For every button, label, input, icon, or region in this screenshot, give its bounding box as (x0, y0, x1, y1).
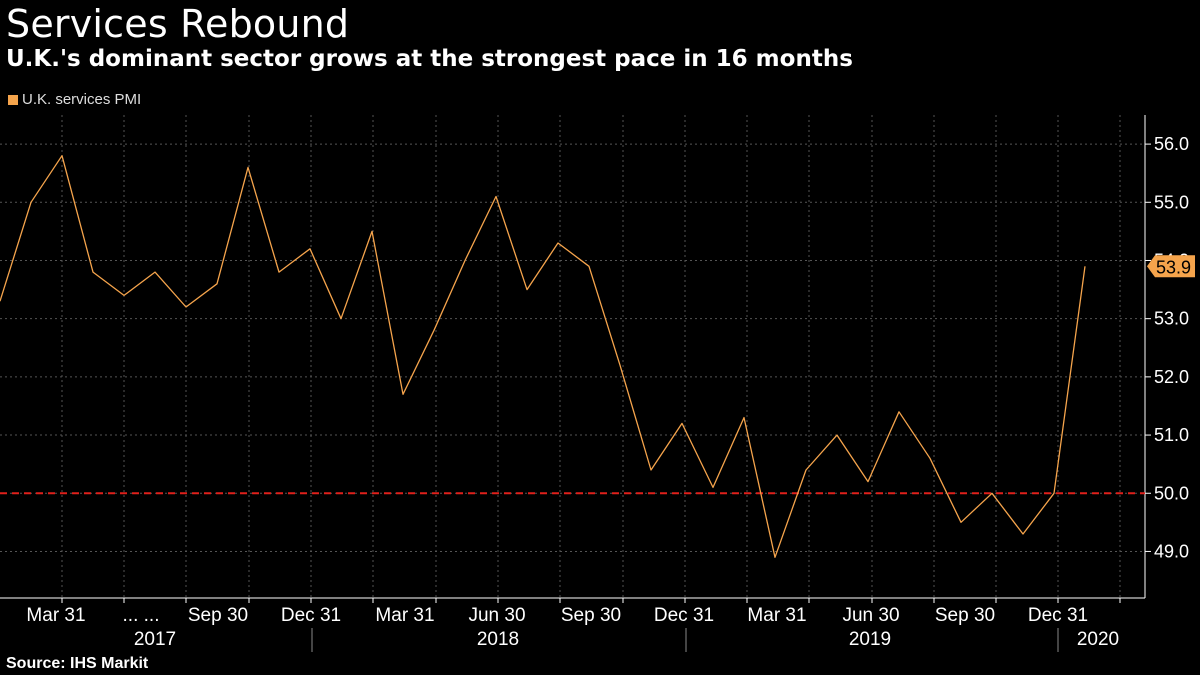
x-tick-label: Sep 30 (188, 605, 248, 626)
x-tick-label: Dec 31 (1028, 605, 1088, 626)
x-year-label: 2019 (849, 629, 891, 650)
y-tick-label: 56.0 (1154, 134, 1189, 154)
x-year-label: 2018 (477, 629, 519, 650)
x-tick-label: Jun 30 (842, 605, 899, 626)
last-value-tag (1147, 255, 1195, 278)
y-tick-label: 49.0 (1154, 541, 1189, 561)
y-tick-label: 55.0 (1154, 192, 1189, 212)
x-tick-label: Jun 30 (468, 605, 525, 626)
x-tick-label: ... ... (123, 605, 160, 626)
legend: U.K. services PMI (8, 91, 141, 108)
x-tick-label: Mar 31 (747, 605, 806, 626)
x-tick-label: Sep 30 (935, 605, 995, 626)
y-tick-label: 51.0 (1154, 425, 1189, 445)
chart-subtitle: U.K.'s dominant sector grows at the stro… (6, 46, 853, 72)
series-line-services-pmi (0, 155, 1086, 558)
legend-label: U.K. services PMI (22, 91, 142, 108)
y-tick-label: 53.0 (1154, 309, 1189, 329)
x-year-label: 2017 (134, 629, 176, 650)
last-value-label: 53.9 (1156, 257, 1191, 277)
y-tick-label: 50.0 (1154, 483, 1189, 503)
x-tick-label: Mar 31 (375, 605, 434, 626)
y-tick-label: 52.0 (1154, 367, 1189, 387)
source-note: Source: IHS Markit (6, 655, 149, 672)
x-year-label: 2020 (1077, 629, 1119, 650)
legend-swatch (8, 94, 18, 105)
x-tick-label: Dec 31 (654, 605, 714, 626)
x-tick-label: Mar 31 (26, 605, 85, 626)
x-tick-label: Dec 31 (281, 605, 341, 626)
chart-title: Services Rebound (6, 2, 350, 46)
x-tick-label: Sep 30 (561, 605, 621, 626)
